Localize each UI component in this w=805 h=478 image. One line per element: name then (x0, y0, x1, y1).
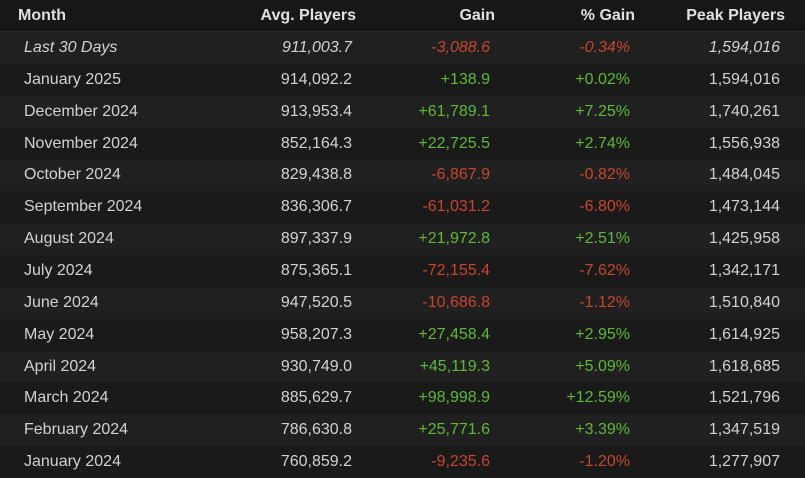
header-cell: Month (18, 7, 66, 24)
table-cell: 1,425,958 (708, 230, 780, 248)
table-cell: 836,306.7 (280, 198, 352, 216)
table-cell: +7.25% (575, 102, 630, 120)
table-cell: +61,789.1 (418, 102, 490, 120)
table-cell: +45,119.3 (419, 357, 490, 375)
table-cell: +98,998.9 (418, 389, 490, 407)
header-row: Month Avg. Players Gain % Gain Peak Play… (0, 0, 805, 32)
table-cell: December 2024 (24, 102, 138, 120)
table-cell: -7.62% (579, 262, 630, 279)
header-cell[interactable]: Avg. Players (260, 7, 356, 24)
table-cell: 786,630.8 (280, 421, 352, 439)
data-row: June 2024 947,520.5 -10,686.8 -1.12% 1,510,8… (0, 286, 805, 319)
data-row: February 2024 786,630.8 +25,771.6 +3.39% 1,3… (0, 414, 805, 447)
table-cell: +21,972.8 (418, 230, 490, 248)
table-cell: 1,484,045 (708, 166, 780, 184)
table-cell: 1,277,907 (708, 453, 780, 471)
table-cell: January 2025 (24, 70, 121, 88)
table-cell: -61,031.2 (422, 198, 490, 216)
data-row: March 2024 885,629.7 +98,998.9 +12.59% 1,521… (0, 382, 805, 415)
table-cell: -6.80% (579, 198, 630, 216)
table-cell: 930,749.0 (280, 357, 352, 375)
table-cell: -0.34% (579, 39, 630, 56)
table-cell: +12.59% (566, 389, 630, 407)
header-cell[interactable]: Peak Players (686, 7, 785, 24)
table-cell: -10,686.8 (422, 293, 490, 311)
table-cell: Last 30 Days (24, 39, 118, 56)
table-cell: 1,521,796 (708, 389, 780, 407)
data-row: October 2024 829,438.8 -6,867.9 -0.82% 1,484… (0, 159, 805, 192)
table-cell: 852,164.3 (280, 134, 352, 152)
table-cell: 913,953.4 (280, 102, 352, 120)
table-cell: 1,473,144 (708, 198, 780, 216)
table-cell: 911,003.7 (282, 39, 352, 56)
table-cell: August 2024 (24, 230, 114, 248)
table-cell: -1.12% (579, 293, 630, 311)
table-cell: +2.51% (575, 230, 630, 248)
table-cell: January 2024 (24, 453, 121, 471)
data-row: July 2024 875,365.1 -72,155.4 -7.62% 1,342,1… (0, 255, 805, 287)
table-cell: 1,347,519 (708, 421, 780, 439)
table-cell: -72,155.4 (422, 262, 490, 279)
table-cell: +138.9 (440, 70, 490, 88)
table-cell: 829,438.8 (280, 166, 352, 184)
table-cell: July 2024 (24, 262, 93, 279)
header-cell[interactable]: Gain (459, 7, 495, 24)
table-cell: +2.95% (575, 325, 630, 343)
table-cell: 947,520.5 (280, 293, 352, 311)
table-cell: April 2024 (24, 357, 97, 375)
table-cell: -3,088.6 (431, 39, 490, 56)
table-cell: 1,594,016 (708, 39, 780, 56)
data-row: May 2024 958,207.3 +27,458.4 +2.95% 1,614,92… (0, 318, 805, 351)
table-cell: -6,867.9 (431, 166, 490, 184)
table-cell: 897,337.9 (280, 230, 352, 248)
table-cell: -0.82% (579, 166, 630, 184)
table-cell: November 2024 (24, 134, 138, 152)
table-cell: May 2024 (24, 325, 95, 343)
data-row: April 2024 930,749.0 +45,119.3 +5.09% 1,618,… (0, 350, 805, 383)
table-cell: 1,740,261 (708, 102, 780, 120)
data-row: November 2024 852,164.3 +22,725.5 +2.74% 1,5… (0, 127, 805, 160)
table-cell: 885,629.7 (280, 389, 352, 407)
table-cell: +25,771.6 (418, 421, 490, 439)
table-cell: 1,556,938 (708, 134, 780, 152)
table-cell: 760,859.2 (280, 453, 352, 471)
table-cell: 958,207.3 (280, 325, 352, 343)
table-cell: 1,614,925 (708, 325, 780, 343)
data-row: December 2024 913,953.4 +61,789.1 +7.25% 1,7… (0, 95, 805, 128)
table-cell: -9,235.6 (431, 453, 490, 471)
table-cell: 914,092.2 (280, 70, 352, 88)
table-cell: 1,618,685 (708, 357, 780, 375)
data-row: August 2024 897,337.9 +21,972.8 +2.51% 1,425… (0, 223, 805, 255)
data-row: September 2024 836,306.7 -61,031.2 -6.80% 1,… (0, 191, 805, 224)
table-cell: 1,510,840 (708, 293, 780, 311)
data-row: January 2025 914,092.2 +138.9 +0.02% 1,594,0… (0, 63, 805, 96)
table-cell: February 2024 (24, 421, 129, 439)
table-cell: October 2024 (24, 166, 121, 184)
table-cell: 1,342,171 (708, 262, 780, 279)
table-cell: +2.74% (575, 134, 630, 152)
data-row: January 2024 760,859.2 -9,235.6 -1.20% 1,277… (0, 446, 805, 478)
header-cell[interactable]: % Gain (580, 7, 635, 24)
table-cell: March 2024 (24, 389, 109, 407)
table-cell: 875,365.1 (280, 262, 352, 279)
table-cell: 1,594,016 (708, 70, 780, 88)
table-cell: -1.20% (579, 453, 630, 471)
table-cell: +22,725.5 (418, 134, 490, 152)
table-cell: September 2024 (24, 198, 143, 216)
table-cell: +3.39% (575, 421, 630, 439)
table-cell: +5.09% (575, 357, 630, 375)
table-cell: +0.02% (575, 70, 630, 88)
table-cell: June 2024 (24, 293, 99, 311)
data-row: Last 30 Days 911,003.7 -3,088.6 -0.34% 1,594… (0, 32, 805, 64)
table-cell: +27,458.4 (418, 325, 490, 343)
